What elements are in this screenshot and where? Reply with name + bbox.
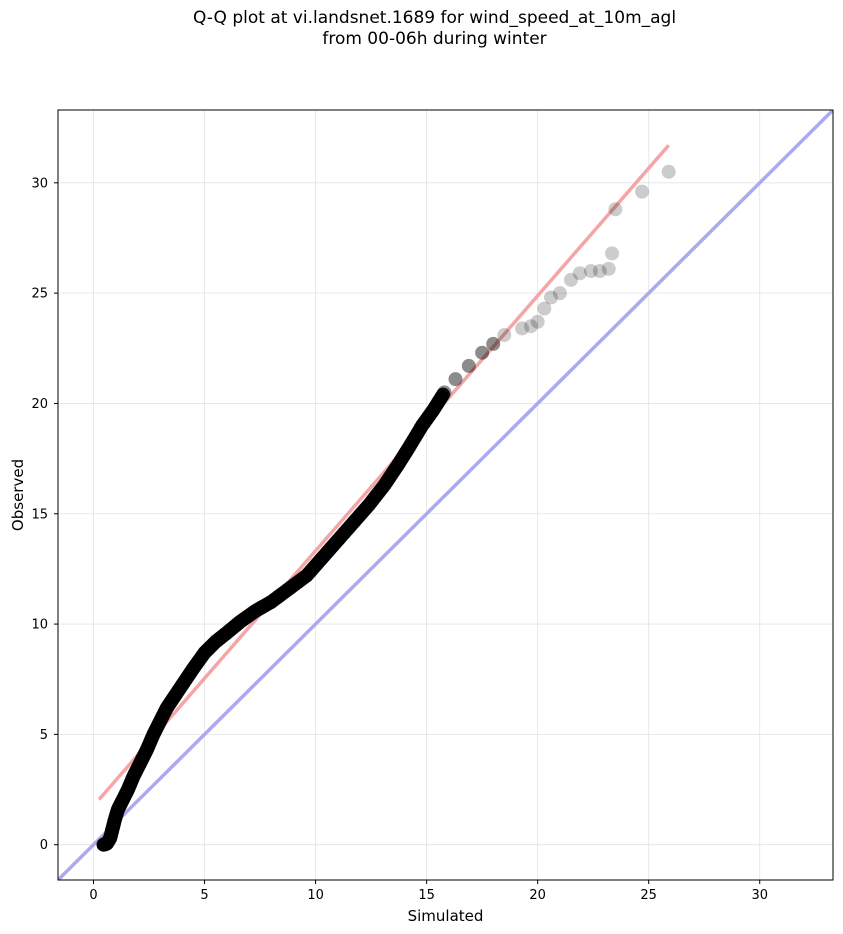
chart-title-line-1: Q-Q plot at vi.landsnet.1689 for wind_sp… bbox=[192, 8, 677, 28]
data-point bbox=[552, 286, 567, 301]
x-tick-label: 15 bbox=[418, 888, 435, 903]
x-tick-label: 10 bbox=[307, 888, 324, 903]
data-point bbox=[515, 321, 530, 336]
y-tick-label: 25 bbox=[31, 287, 48, 302]
x-tick-label: 20 bbox=[529, 888, 546, 903]
ticks: 0 5 10 15 20 25 30 0 5 10 15 20 25 30 bbox=[31, 176, 768, 903]
data-point bbox=[437, 385, 452, 400]
data-point bbox=[537, 301, 552, 316]
data-point bbox=[543, 290, 558, 305]
y-tick-label: 15 bbox=[31, 507, 48, 522]
data-point bbox=[592, 264, 607, 279]
data-point bbox=[497, 328, 512, 343]
reference-line bbox=[58, 110, 833, 880]
x-tick-label: 25 bbox=[640, 888, 657, 903]
plot-frame bbox=[57, 109, 834, 881]
data-point bbox=[661, 164, 676, 179]
y-tick-label: 0 bbox=[40, 838, 48, 853]
data-point bbox=[461, 358, 476, 373]
data-point bbox=[601, 261, 616, 276]
x-tick-label: 5 bbox=[200, 888, 208, 903]
data-points bbox=[96, 164, 676, 852]
data-point bbox=[563, 272, 578, 287]
chart-title: Q-Q plot at vi.landsnet.1689 for wind_sp… bbox=[0, 8, 843, 50]
data-point bbox=[523, 319, 538, 334]
data-point bbox=[475, 345, 490, 360]
y-axis-label: Observed bbox=[9, 459, 27, 531]
y-tick-label: 20 bbox=[31, 397, 48, 412]
data-point bbox=[448, 372, 463, 387]
x-tick-label: 0 bbox=[89, 888, 97, 903]
y-tick-label: 5 bbox=[40, 728, 48, 743]
data-point bbox=[436, 387, 451, 402]
grid bbox=[58, 110, 833, 880]
lines bbox=[58, 110, 833, 880]
x-tick-label: 30 bbox=[751, 888, 768, 903]
data-point bbox=[608, 202, 623, 217]
data-point bbox=[605, 246, 620, 261]
y-tick-label: 10 bbox=[31, 618, 48, 633]
y-tick-label: 30 bbox=[31, 176, 48, 191]
data-point bbox=[583, 264, 598, 279]
x-axis-label: Simulated bbox=[408, 907, 484, 925]
data-point bbox=[530, 314, 545, 329]
data-point bbox=[635, 184, 650, 199]
data-point bbox=[572, 266, 587, 281]
data-point bbox=[486, 336, 501, 351]
fit-line bbox=[97, 144, 670, 801]
chart-title-line-2: from 00-06h during winter bbox=[322, 29, 547, 49]
